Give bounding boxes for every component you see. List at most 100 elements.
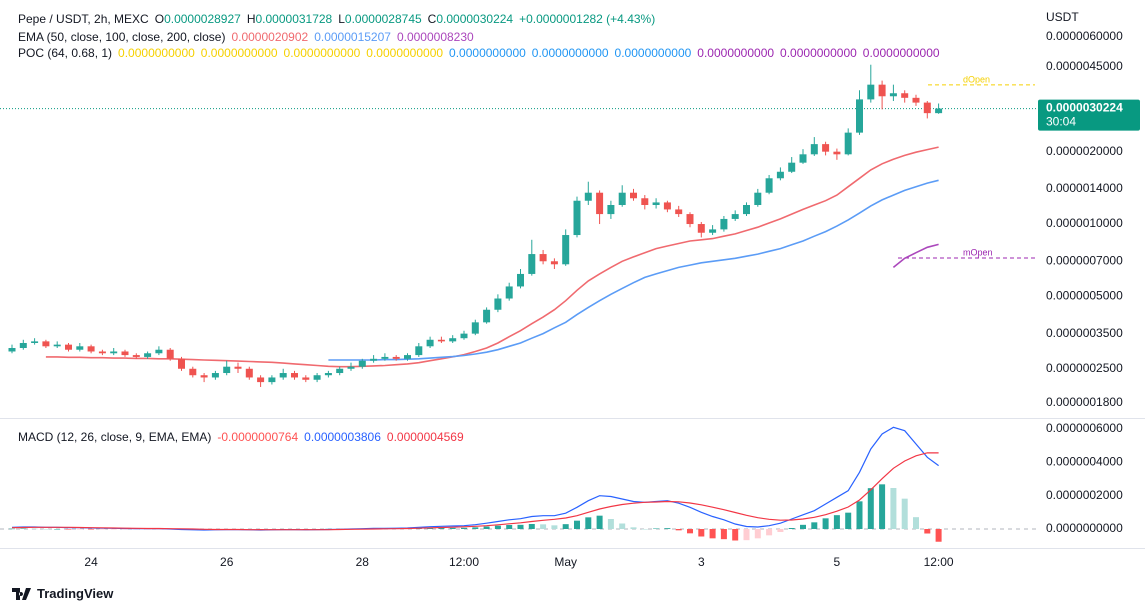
candle-body [697,224,705,233]
poc-value: 0.0000000000 [531,46,609,60]
candle-body [889,93,897,97]
histogram-bar [811,522,818,529]
histogram-bar [472,527,479,529]
candle-body [573,200,581,236]
candle-body [878,84,886,97]
candle-body [358,360,366,367]
last-price-label: 0.0000030224 [1046,101,1123,115]
ema-label: EMA (50, close, 100, close, 200, close) [18,30,226,44]
ema-legend: EMA (50, close, 100, close, 200, close) 0… [18,29,480,45]
histogram-bar [20,528,27,529]
histogram-bar [449,527,456,529]
y-tick-label: 0.0000001800 [1046,395,1123,409]
y-tick-label: 0.0000006000 [1046,421,1123,435]
macd-value: 0.0000004569 [386,430,464,444]
candle-body [291,373,298,378]
candle-body [720,218,728,230]
y-tick-label: 0.0000004000 [1046,455,1123,469]
histogram-bar [9,528,15,530]
candle-body [19,342,27,349]
candle-body [731,214,739,219]
histogram-bar [698,529,705,537]
candle-body [765,178,773,193]
candle-body [788,162,796,172]
x-tick-label: 12:00 [924,555,954,569]
x-tick-label: 3 [698,555,705,569]
histogram-bar [935,529,942,542]
histogram-bar [822,518,829,529]
candle-body [211,373,219,378]
level-label: dOpen [963,74,990,84]
candle-body [415,346,423,356]
poc-value: 0.0000000000 [780,46,857,60]
histogram-bar [901,498,908,529]
y-axis-label: USDT [1046,10,1079,24]
histogram-bar [766,529,773,536]
histogram-bar [856,501,863,529]
candle-body [584,192,592,201]
candle-body [539,254,547,262]
candle-body [935,108,943,114]
histogram-bar [630,527,637,529]
histogram-bar [585,517,592,529]
histogram-bar [833,515,840,529]
histogram-bar [607,519,614,529]
y-tick-label: 0.0000002000 [1046,488,1123,502]
ohlc-key: H [246,12,256,26]
macd-value: 0.0000003806 [304,430,381,444]
brand-logo [12,587,31,600]
histogram-bar [54,529,61,530]
histogram-bar [879,484,886,529]
histogram-bar [427,527,434,529]
candle-body [596,192,604,215]
candle-body [663,202,671,210]
histogram-bar [845,512,852,529]
candle-body [200,375,208,378]
histogram-bar [31,528,38,530]
hist-value: -0.0000000764 [217,430,299,444]
candle-body [302,377,310,380]
candle-body [810,144,818,155]
candle-body [234,366,242,369]
candle-body [178,358,185,369]
candle-body [844,132,852,155]
symbol: Pepe / USDT, 2h, MEXC [18,12,149,26]
ohlc-key: L [338,12,345,26]
candle-body [336,368,344,374]
histogram-bar [687,529,693,534]
candle-body [257,377,265,383]
candle-body [856,99,863,133]
histogram-bar [596,515,603,529]
histogram-bar [867,488,874,529]
x-tick-label: 12:00 [449,555,479,569]
candle-body [754,192,762,206]
poc-label: POC (64, 0.68, 1) [18,46,113,60]
countdown: 30:04 [1046,115,1076,129]
poc-value: 0.0000000000 [366,46,444,60]
candle-body [483,309,491,323]
y-tick-label: 0.0000007000 [1046,253,1123,267]
histogram-bar [890,488,897,529]
histogram-bar [777,529,784,532]
candle-body [607,205,615,215]
candle-body [87,346,95,352]
candle-body [31,341,39,343]
histogram-bar [528,524,535,529]
candle-body [110,351,118,354]
candle-body [528,254,536,274]
candle-body [132,355,140,357]
histogram-bar [42,529,49,530]
histogram-bar [924,529,931,534]
poc-value: 0.0000000000 [283,46,361,60]
histogram-bar [720,529,727,540]
poc-value: 0.0000000000 [697,46,775,60]
histogram-bar [461,527,467,529]
ema-value: 0.0000015207 [314,30,391,44]
candle-body [189,368,197,376]
candle-body [923,102,931,114]
candle-body [652,202,660,206]
candle-body [65,344,72,350]
ema-line [328,179,939,361]
histogram-bar [641,529,648,530]
